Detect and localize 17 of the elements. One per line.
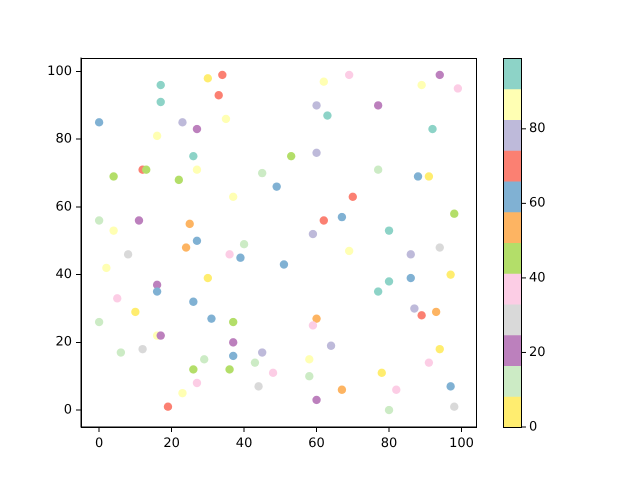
color-bar-label: 0 bbox=[529, 419, 538, 434]
y-tick-label: 40 bbox=[55, 267, 72, 282]
y-tick-label: 100 bbox=[47, 64, 72, 79]
y-tick-label: 60 bbox=[55, 199, 72, 214]
y-tick-label: 80 bbox=[55, 132, 72, 147]
color-bar-label: 80 bbox=[529, 121, 546, 136]
x-tick-label: 100 bbox=[449, 436, 474, 452]
x-tick-label: 0 bbox=[94, 436, 104, 452]
x-tick-label: 60 bbox=[308, 436, 325, 452]
y-tick-label: 20 bbox=[55, 334, 72, 350]
color-bar-label: 40 bbox=[529, 270, 546, 286]
y-tick-label: 0 bbox=[64, 402, 72, 418]
color-bar-label: 20 bbox=[529, 344, 546, 360]
color-bar-label: 60 bbox=[529, 196, 546, 211]
x-tick-label: 20 bbox=[163, 436, 180, 452]
x-tick-label: 40 bbox=[236, 436, 252, 452]
x-tick-label: 80 bbox=[380, 436, 398, 452]
